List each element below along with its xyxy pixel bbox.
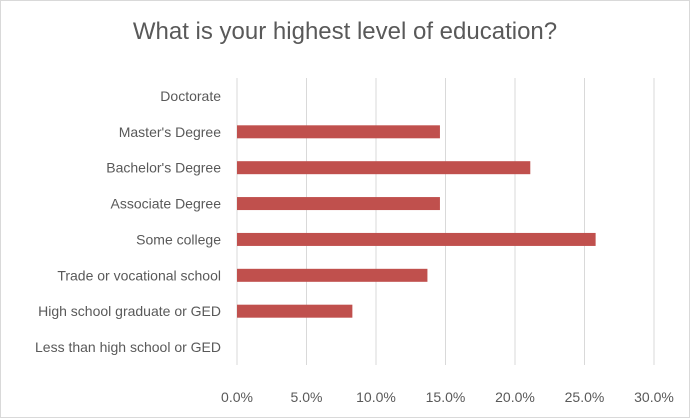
- bar: [237, 268, 428, 282]
- bar: [237, 161, 531, 175]
- x-tick-label: 25.0%: [565, 389, 605, 405]
- x-tick-label: 20.0%: [495, 389, 535, 405]
- category-labels: Doctorate Master's Degree Bachelor's Degre…: [35, 88, 221, 355]
- category-label: Master's Degree: [119, 124, 221, 140]
- x-tick-label: 15.0%: [426, 389, 466, 405]
- bar: [237, 232, 596, 246]
- bar: [237, 197, 440, 211]
- bar: [237, 125, 440, 139]
- x-tick-label: 30.0%: [634, 389, 674, 405]
- category-label: Bachelor's Degree: [106, 160, 221, 176]
- category-label: Less than high school or GED: [35, 339, 221, 355]
- category-label: High school graduate or GED: [38, 303, 221, 319]
- category-label: Trade or vocational school: [57, 267, 221, 283]
- chart-title: What is your highest level of education?: [132, 18, 558, 45]
- category-label: Doctorate: [160, 88, 221, 104]
- x-tick-label: 5.0%: [291, 389, 323, 405]
- category-label: Some college: [136, 231, 221, 247]
- gridlines: [236, 78, 655, 365]
- bar: [237, 304, 353, 318]
- bars: [237, 125, 596, 318]
- category-label: Associate Degree: [110, 196, 221, 212]
- x-tick-label: 10.0%: [356, 389, 396, 405]
- x-tick-label: 0.0%: [221, 389, 253, 405]
- x-tick-labels: 0.0% 5.0% 10.0% 15.0% 20.0% 25.0% 30.0%: [221, 389, 674, 405]
